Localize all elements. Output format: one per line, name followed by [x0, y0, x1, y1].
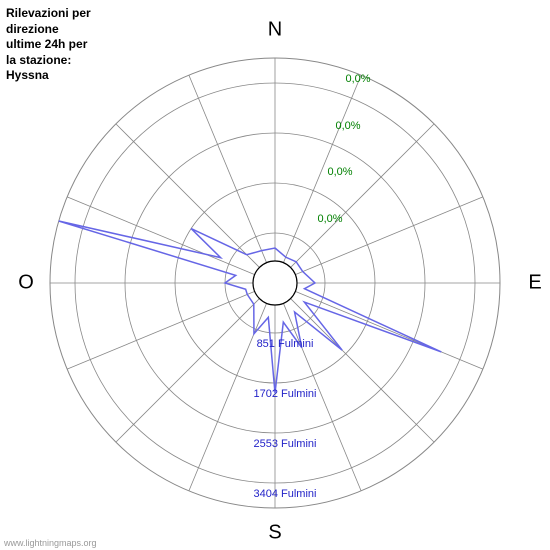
title-line: ultime 24h per: [6, 37, 116, 53]
grid-spoke: [189, 75, 267, 263]
title-line: Hyssna: [6, 68, 116, 84]
grid-spoke: [295, 291, 483, 369]
pct-label: 0,0%: [335, 120, 360, 132]
footer-credit: www.lightningmaps.org: [4, 538, 97, 548]
pct-label: 0,0%: [345, 73, 370, 85]
cardinal-E: E: [528, 271, 541, 293]
pct-label: 0,0%: [317, 213, 342, 225]
grid-spoke: [291, 124, 435, 268]
grid-spoke: [295, 197, 483, 275]
chart-title: Rilevazioni perdirezioneultime 24h perla…: [6, 6, 116, 84]
title-line: Rilevazioni per: [6, 6, 116, 22]
pct-label: 0,0%: [327, 166, 352, 178]
grid-spoke: [291, 299, 435, 443]
cardinal-S: S: [268, 521, 281, 543]
grid-spoke: [116, 299, 260, 443]
grid-spoke: [67, 197, 255, 275]
ring-label: 851 Fulmini: [257, 338, 314, 350]
cardinal-N: N: [268, 18, 282, 40]
cardinal-O: O: [18, 271, 34, 293]
ring-label: 3404 Fulmini: [254, 488, 317, 500]
hub-circle: [253, 261, 297, 305]
ring-label: 1702 Fulmini: [254, 388, 317, 400]
ring-label: 2553 Fulmini: [254, 438, 317, 450]
title-line: la stazione:: [6, 53, 116, 69]
grid-spoke: [67, 291, 255, 369]
data-polygon: [59, 221, 442, 393]
title-line: direzione: [6, 22, 116, 38]
